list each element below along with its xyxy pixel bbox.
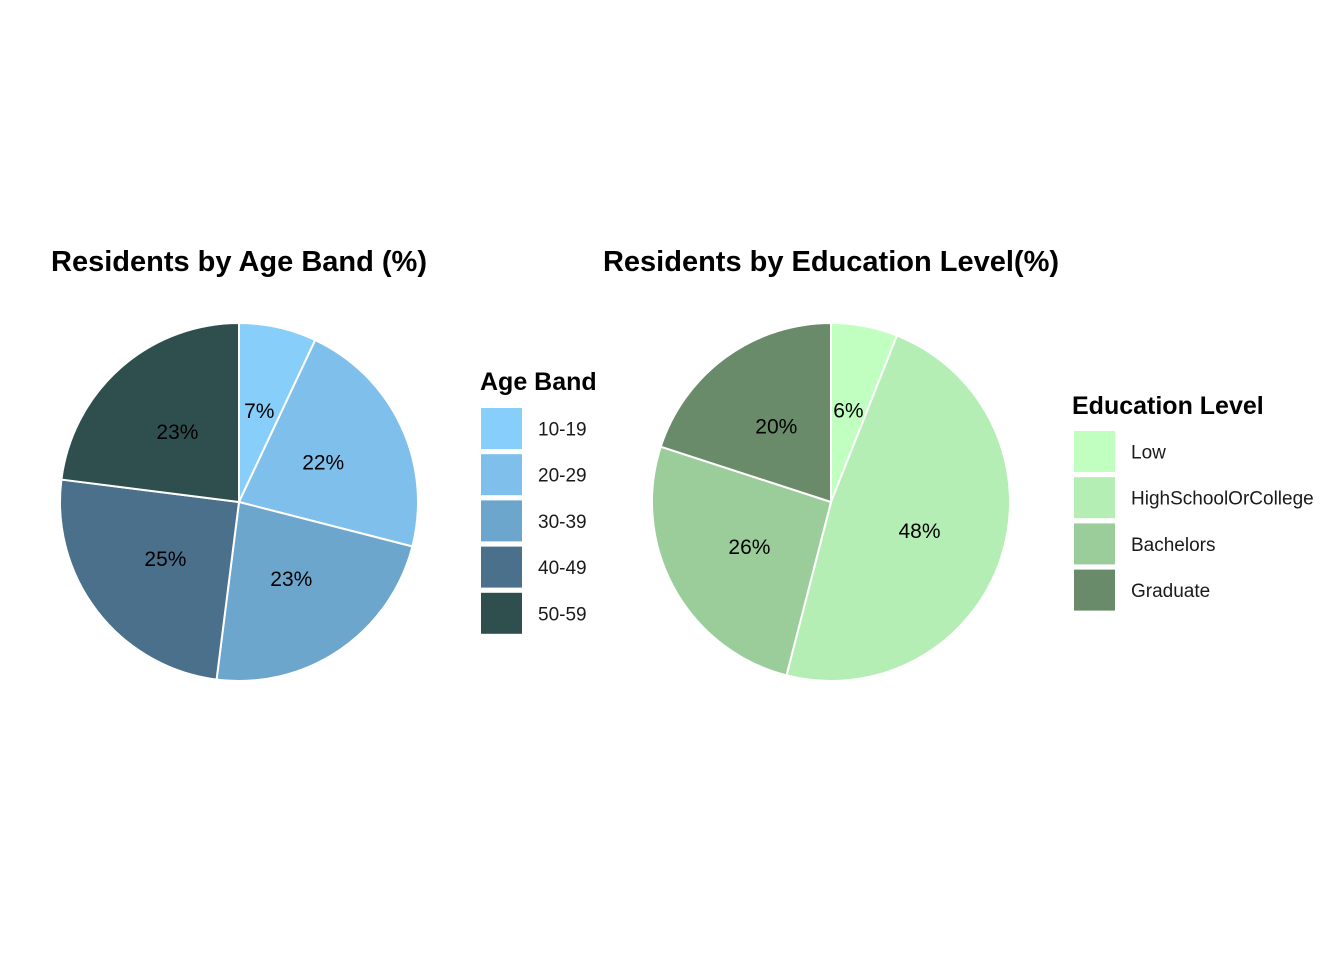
education-level-legend-items: Low HighSchoolOrCollege Bachelors Graduate: [1074, 431, 1314, 611]
education-level-slice-label-highschoolorcollege: 48%: [899, 520, 941, 543]
age-band-slice-label-10-19: 7%: [244, 400, 274, 423]
age-band-legend: Age Band 10-19 20-29 30-39 40-49 50-59: [480, 368, 597, 634]
education-level-pie: [651, 321, 1011, 683]
education-level-slice-label-graduate: 20%: [755, 416, 797, 439]
age-band-legend-title: Age Band: [480, 368, 597, 396]
age-band-slice-20-29: [237, 338, 419, 548]
education-level-slice-labels: 6% 48% 26% 20%: [728, 400, 940, 559]
education-level-chart-title: Residents by Education Level(%): [603, 246, 1059, 278]
education-level-slice-label-bachelors: 26%: [728, 536, 770, 559]
age-band-legend-label-10-19: 10-19: [538, 420, 587, 441]
age-band-slice-label-20-29: 22%: [302, 451, 344, 474]
age-band-legend-label-50-59: 50-59: [538, 604, 587, 625]
education-level-legend-key-low: [1074, 431, 1115, 472]
age-band-slice-labels: 7% 22% 23% 25% 23%: [144, 400, 344, 591]
age-band-slice-40-49: [59, 478, 241, 681]
age-band-legend-items: 10-19 20-29 30-39 40-49 50-59: [481, 408, 587, 634]
education-level-legend-label-low: Low: [1131, 443, 1166, 464]
age-band-slice-30-39: [215, 500, 414, 682]
education-level-legend-key-graduate: [1074, 569, 1115, 611]
education-level-legend-label-graduate: Graduate: [1131, 581, 1210, 602]
age-band-chart: Residents by Age Band (%) 7% 22% 23% 25% 23%…: [51, 246, 597, 682]
age-band-legend-key-40-49: [481, 546, 522, 588]
education-level-chart: Residents by Education Level(%) 6% 48% 26%…: [603, 246, 1314, 683]
age-band-legend-label-20-29: 20-29: [538, 466, 587, 487]
age-band-legend-key-10-19: [481, 408, 522, 449]
age-band-slice-label-40-49: 25%: [144, 548, 186, 571]
education-level-legend-title: Education Level: [1072, 392, 1264, 420]
age-band-slice-label-50-59: 23%: [156, 421, 198, 444]
age-band-legend-label-30-39: 30-39: [538, 512, 587, 533]
age-band-slice-label-30-39: 23%: [270, 568, 312, 591]
education-level-legend-key-bachelors: [1074, 523, 1115, 565]
age-band-legend-key-50-59: [481, 592, 522, 634]
education-level-legend-label-bachelors: Bachelors: [1131, 535, 1216, 556]
education-level-slice-label-low: 6%: [833, 400, 863, 423]
age-band-legend-key-20-29: [481, 454, 522, 496]
education-level-slice-bachelors: [651, 445, 833, 677]
age-band-legend-key-30-39: [481, 500, 522, 542]
education-level-legend: Education Level Low HighSchoolOrCollege Ba…: [1072, 392, 1314, 611]
age-band-pie: [59, 321, 419, 682]
age-band-slice-50-59: [60, 321, 240, 504]
education-level-slice-graduate: [659, 321, 832, 504]
education-level-legend-key-highschoolorcollege: [1074, 477, 1115, 519]
age-band-chart-title: Residents by Age Band (%): [51, 246, 427, 278]
education-level-legend-label-highschoolorcollege: HighSchoolOrCollege: [1131, 489, 1314, 510]
education-level-slice-highschoolorcollege: [785, 334, 1011, 683]
age-band-legend-label-40-49: 40-49: [538, 558, 587, 579]
